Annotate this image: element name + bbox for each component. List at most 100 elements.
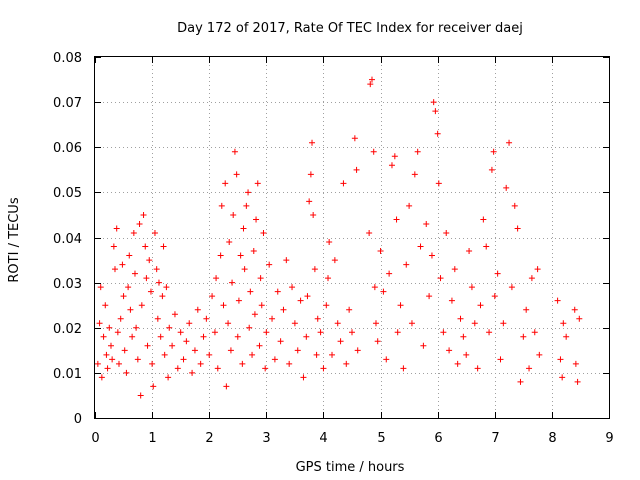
data-point [437,275,444,282]
data-point [340,180,347,187]
data-point [277,338,284,345]
data-point [260,229,267,236]
data-point [377,248,384,255]
data-point [131,270,138,277]
data-point [491,293,498,300]
data-point [346,306,353,313]
data-point [500,320,507,327]
data-point [180,356,187,363]
data-point [121,347,128,354]
data-point [300,374,307,381]
data-point [155,279,162,286]
data-point [102,302,109,309]
data-point [271,356,278,363]
data-point [149,360,156,367]
data-point [394,329,401,336]
data-point [326,239,333,246]
data-point [343,360,350,367]
data-point [186,320,193,327]
y-tick-labels: 0 0.01 0.02 0.03 0.04 0.05 0.06 0.07 0.08 [53,51,82,427]
data-point [142,243,149,250]
data-point [428,252,435,259]
data-point [380,288,387,295]
data-point [291,320,298,327]
data-point [136,220,143,227]
data-point [165,374,172,381]
x-tick-label: 8 [548,431,556,446]
data-point [100,333,107,340]
data-point [443,229,450,236]
data-point [120,293,127,300]
plot-frame [94,56,610,419]
data-point [137,392,144,399]
data-point [426,293,433,300]
data-point [393,216,400,223]
data-point [283,257,290,264]
data-point [367,81,374,88]
data-point [153,266,160,273]
data-point [200,333,207,340]
data-point [354,347,361,354]
data-point [231,148,238,155]
data-point [317,329,324,336]
data-point [386,270,393,277]
data-point [126,252,133,259]
data-point [526,365,533,372]
data-point [474,365,481,372]
data-point [571,306,578,313]
data-point [289,284,296,291]
data-point [297,297,304,304]
data-point [96,320,103,327]
data-point [406,202,413,209]
data-point [203,315,210,322]
data-point [307,171,314,178]
data-point [222,180,229,187]
data-point [117,315,124,322]
data-point [490,148,497,155]
data-point [506,139,513,146]
data-point [140,211,147,218]
data-point [280,306,287,313]
data-point [191,347,198,354]
data-point [161,351,168,358]
data-point [320,365,327,372]
data-point [226,239,233,246]
data-point [253,216,260,223]
y-axis-label: ROTI / TECUs [7,197,22,282]
data-point [107,342,114,349]
x-tick-label: 4 [319,431,327,446]
data-point [536,351,543,358]
data-point [460,333,467,340]
data-points [94,76,583,399]
data-point [133,324,140,331]
data-point [229,279,236,286]
data-point [213,275,220,282]
data-point [197,360,204,367]
data-point [511,202,518,209]
data-point [432,108,439,115]
data-point [129,333,136,340]
data-point [106,324,113,331]
x-tick-label: 0 [91,431,99,446]
data-point [494,270,501,277]
data-point [451,266,458,273]
data-point [243,202,250,209]
data-point [408,320,415,327]
data-point [111,266,118,273]
data-point [477,302,484,309]
axis-ticks [95,57,610,419]
data-point [314,315,321,322]
data-point [217,252,224,259]
data-point [517,378,524,385]
y-tick-label: 0.07 [53,96,82,111]
data-point [269,315,276,322]
data-point [150,383,157,390]
data-point [483,243,490,250]
data-point [258,302,265,309]
data-point [574,378,581,385]
data-point [454,360,461,367]
data-point [245,189,252,196]
data-point [134,356,141,363]
data-point [403,261,410,268]
